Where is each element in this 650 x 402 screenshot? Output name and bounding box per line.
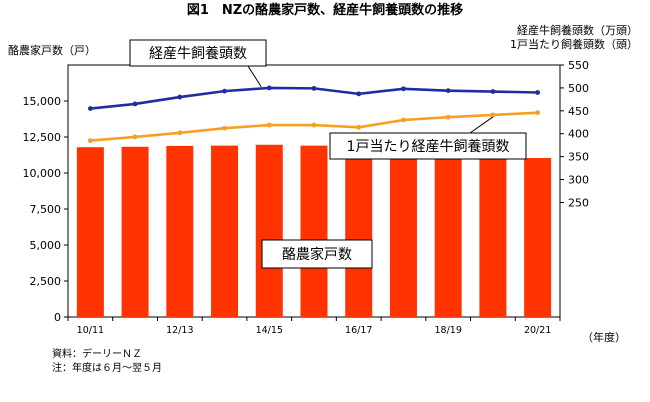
axes: 0 2,500 5,000 7,500 10,000 12,500 15,000 250 300… xyxy=(23,59,627,344)
bar-11-12 xyxy=(121,146,149,317)
callout-farms-text: 酪農家戸数 xyxy=(282,246,352,263)
line-point-2-2 xyxy=(177,130,183,136)
line-point-1-0 xyxy=(87,106,93,111)
left-tick-label: 0 xyxy=(54,311,61,324)
season-note: 注：年度は６月～翌５月 xyxy=(52,363,162,374)
right-tick-label: 550 xyxy=(568,59,589,72)
bar-19-20 xyxy=(479,156,507,317)
bar-15-16 xyxy=(300,145,328,317)
line-point-2-6 xyxy=(356,124,362,130)
bar-16-17 xyxy=(345,147,373,317)
bar-13-14 xyxy=(211,145,239,317)
line-point-2-7 xyxy=(401,117,406,123)
bar-17-18 xyxy=(389,150,417,317)
left-tick-label: 15,000 xyxy=(23,95,62,108)
line-point-1-9 xyxy=(490,89,496,94)
bar-10-11 xyxy=(76,147,104,317)
line-series xyxy=(87,85,541,144)
bar-18-19 xyxy=(434,153,462,317)
x-tick-label: 14/15 xyxy=(256,325,283,336)
line-point-2-1 xyxy=(132,134,138,140)
x-unit-label: （年度） xyxy=(582,330,626,344)
line-point-1-7 xyxy=(401,86,406,92)
callout-per-farm-box xyxy=(329,132,527,160)
bar-20-21 xyxy=(524,158,552,317)
right-axis-label-herd: 経産牛飼養頭数（万頭） xyxy=(517,24,638,37)
bar-series xyxy=(76,144,552,317)
callout-per-farm-leader xyxy=(469,116,494,134)
x-tick-label: 20/21 xyxy=(524,325,551,336)
right-tick-label: 450 xyxy=(568,105,589,118)
right-axis-label-per-farm: 1戸当たり飼養頭数（頭） xyxy=(510,38,638,51)
callout-farms-box xyxy=(261,239,373,269)
source-note: 資料：デーリーＮＺ xyxy=(52,349,142,360)
left-tick-label: 7,500 xyxy=(30,203,62,216)
right-tick-label: 400 xyxy=(568,128,589,141)
x-tick-label: 10/11 xyxy=(77,325,104,336)
line-point-2-3 xyxy=(222,125,227,131)
bar-12-13 xyxy=(166,145,194,317)
line-point-1-4 xyxy=(266,85,272,91)
line-series-1 xyxy=(90,86,538,110)
line-point-2-4 xyxy=(266,122,272,128)
left-axis-label: 酪農家戸数（戸） xyxy=(8,44,96,57)
line-point-2-8 xyxy=(445,114,451,120)
line-point-2-9 xyxy=(490,112,496,118)
line-point-1-3 xyxy=(222,88,227,94)
callout-herd-text: 経産牛飼養頭数 xyxy=(149,45,247,62)
callout-herd-leader xyxy=(247,65,262,88)
x-tick-label: 16/17 xyxy=(345,325,372,336)
bar-14-15 xyxy=(255,144,283,317)
line-point-1-6 xyxy=(356,91,362,97)
line-point-1-2 xyxy=(177,94,183,100)
line-point-2-0 xyxy=(87,138,93,144)
x-tick-label: 18/19 xyxy=(434,325,461,336)
chart-title: 図1 NZの酪農家戸数、経産牛飼養頭数の推移 xyxy=(186,3,464,18)
left-tick-label: 5,000 xyxy=(30,239,62,252)
right-tick-label: 500 xyxy=(568,82,589,95)
right-tick-label: 350 xyxy=(568,151,589,164)
line-point-1-8 xyxy=(445,88,451,94)
line-point-1-5 xyxy=(311,85,317,91)
left-tick-label: 2,500 xyxy=(30,275,62,288)
left-tick-label: 10,000 xyxy=(23,167,62,180)
callout-herd-box xyxy=(129,39,267,67)
callout-per-farm-text: 1戸当たり経産牛飼養頭数 xyxy=(347,138,510,155)
line-point-2-5 xyxy=(311,122,317,128)
right-tick-label: 300 xyxy=(568,174,589,187)
line-point-1-1 xyxy=(132,101,138,107)
left-tick-label: 12,500 xyxy=(23,131,62,144)
line-point-2-10 xyxy=(535,110,541,116)
x-tick-label: 12/13 xyxy=(166,325,193,336)
right-tick-label: 250 xyxy=(568,196,589,209)
line-point-1-10 xyxy=(535,90,541,95)
